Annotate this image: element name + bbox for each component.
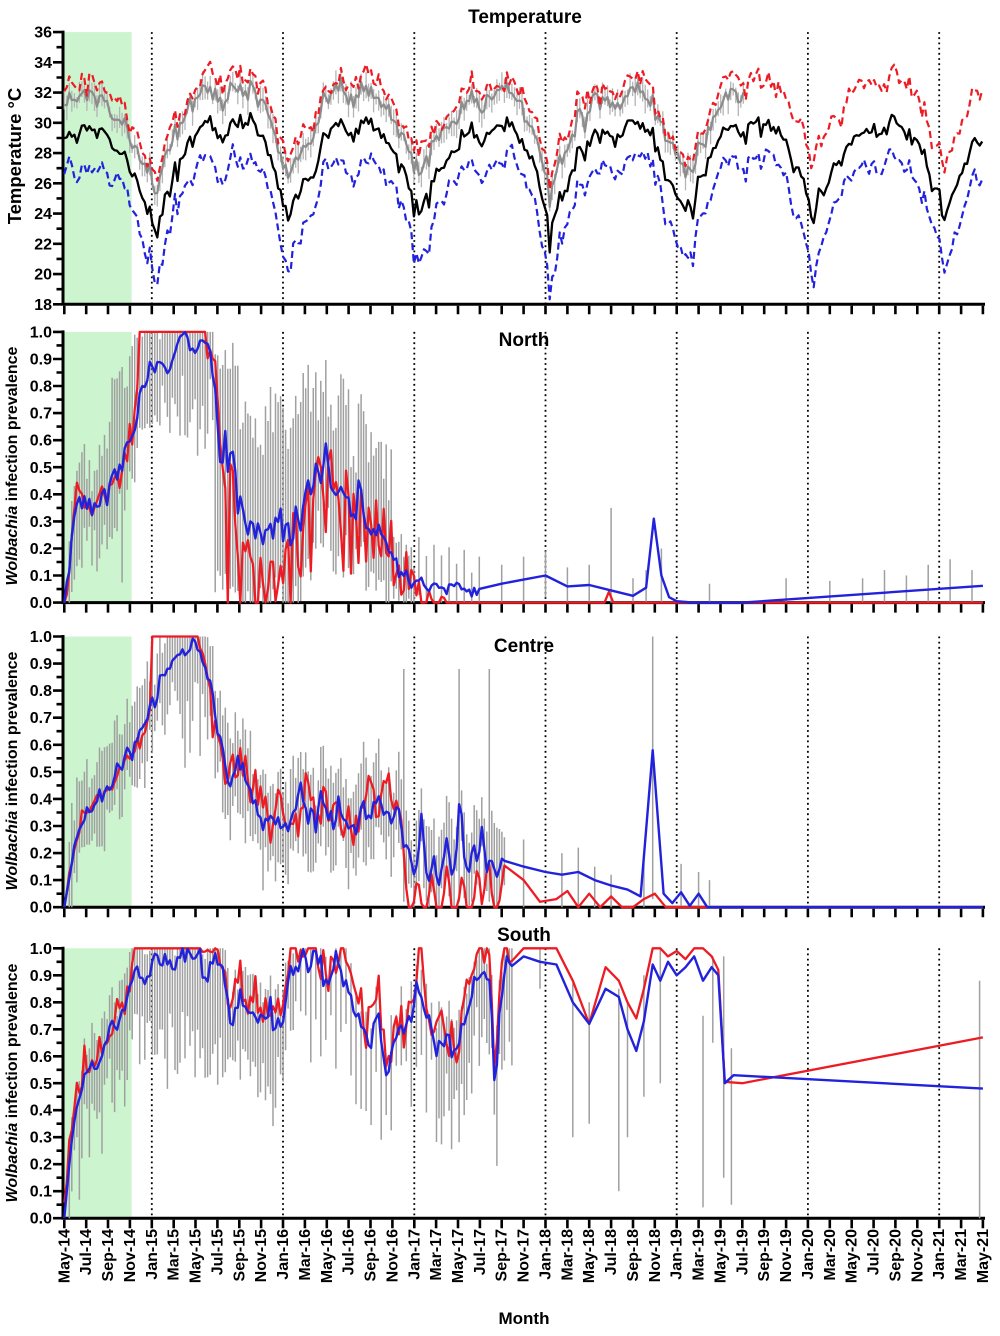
svg-text:Sep-16: Sep-16	[363, 1229, 380, 1282]
svg-text:0.8: 0.8	[30, 379, 52, 396]
svg-text:Wolbachia infection prevalence: Wolbachia infection prevalence	[4, 346, 21, 585]
svg-text:Mar-16: Mar-16	[297, 1229, 314, 1281]
svg-text:0.5: 0.5	[30, 460, 52, 477]
svg-text:0.4: 0.4	[30, 1103, 52, 1120]
svg-text:May-21: May-21	[975, 1229, 992, 1283]
svg-text:Sep-19: Sep-19	[756, 1229, 773, 1282]
svg-text:0.2: 0.2	[30, 846, 52, 863]
svg-text:Mar-17: Mar-17	[428, 1229, 445, 1281]
svg-text:0.3: 0.3	[30, 819, 52, 836]
svg-text:Nov-17: Nov-17	[516, 1229, 533, 1282]
svg-text:0.0: 0.0	[30, 595, 52, 612]
svg-text:0.4: 0.4	[30, 487, 52, 504]
svg-text:Jan-20: Jan-20	[800, 1229, 817, 1280]
svg-text:May-19: May-19	[713, 1229, 730, 1283]
svg-text:Mar-20: Mar-20	[822, 1229, 839, 1281]
svg-text:South: South	[497, 925, 551, 946]
svg-text:1.0: 1.0	[30, 941, 52, 958]
svg-text:0.0: 0.0	[30, 900, 52, 917]
svg-text:Jan-15: Jan-15	[144, 1229, 161, 1280]
svg-text:North: North	[499, 330, 550, 351]
svg-text:0.2: 0.2	[30, 1157, 52, 1174]
svg-text:May-15: May-15	[188, 1229, 205, 1283]
svg-text:Month: Month	[499, 1309, 550, 1328]
svg-text:0.6: 0.6	[30, 737, 52, 754]
svg-text:30: 30	[34, 115, 52, 132]
svg-text:May-16: May-16	[319, 1229, 336, 1283]
svg-text:Jul-18: Jul-18	[603, 1229, 620, 1275]
svg-text:Nov-16: Nov-16	[384, 1229, 401, 1282]
svg-text:1.0: 1.0	[30, 629, 52, 646]
svg-text:20: 20	[34, 267, 52, 284]
svg-text:0.9: 0.9	[30, 968, 52, 985]
svg-text:Sep-15: Sep-15	[231, 1229, 248, 1282]
svg-text:0.2: 0.2	[30, 541, 52, 558]
svg-text:0.6: 0.6	[30, 1049, 52, 1066]
svg-text:0.3: 0.3	[30, 514, 52, 531]
svg-text:0.3: 0.3	[30, 1130, 52, 1147]
svg-text:Jan-16: Jan-16	[275, 1229, 292, 1280]
svg-text:Nov-18: Nov-18	[647, 1229, 664, 1282]
svg-text:0.1: 0.1	[30, 568, 52, 585]
svg-text:1.0: 1.0	[30, 324, 52, 341]
svg-text:0.5: 0.5	[30, 764, 52, 781]
svg-text:0.1: 0.1	[30, 1184, 52, 1201]
svg-text:Wolbachia infection prevalence: Wolbachia infection prevalence	[4, 963, 21, 1202]
svg-text:22: 22	[34, 236, 52, 253]
svg-text:Jul-16: Jul-16	[341, 1229, 358, 1275]
svg-text:Mar-19: Mar-19	[691, 1229, 708, 1281]
svg-text:Mar-15: Mar-15	[166, 1229, 183, 1281]
svg-text:0.7: 0.7	[30, 406, 52, 423]
svg-text:0.5: 0.5	[30, 1076, 52, 1093]
svg-text:0.7: 0.7	[30, 1022, 52, 1039]
svg-text:Temperature °C: Temperature °C	[4, 88, 25, 225]
svg-text:34: 34	[34, 55, 52, 72]
svg-text:26: 26	[34, 176, 52, 193]
svg-text:Jan-18: Jan-18	[538, 1229, 555, 1280]
svg-text:28: 28	[34, 146, 52, 163]
svg-text:0.8: 0.8	[30, 995, 52, 1012]
svg-text:Jan-19: Jan-19	[669, 1229, 686, 1280]
svg-text:Sep-14: Sep-14	[100, 1229, 117, 1282]
svg-text:Wolbachia infection prevalence: Wolbachia infection prevalence	[4, 651, 21, 890]
svg-text:Jan-17: Jan-17	[406, 1229, 423, 1280]
svg-text:24: 24	[34, 206, 52, 223]
svg-text:May-14: May-14	[56, 1229, 73, 1283]
svg-text:May-20: May-20	[844, 1229, 861, 1283]
svg-text:0.1: 0.1	[30, 873, 52, 890]
svg-text:Nov-19: Nov-19	[778, 1229, 795, 1282]
svg-text:Jul-19: Jul-19	[734, 1229, 751, 1275]
svg-text:0.9: 0.9	[30, 656, 52, 673]
svg-text:Nov-15: Nov-15	[253, 1229, 270, 1282]
svg-text:0.9: 0.9	[30, 352, 52, 369]
svg-text:Mar-21: Mar-21	[953, 1229, 970, 1281]
svg-text:0.4: 0.4	[30, 791, 52, 808]
svg-text:0.8: 0.8	[30, 683, 52, 700]
svg-text:0.7: 0.7	[30, 710, 52, 727]
svg-text:Jul-15: Jul-15	[209, 1229, 226, 1275]
svg-text:May-17: May-17	[450, 1229, 467, 1283]
svg-text:May-18: May-18	[581, 1229, 598, 1283]
svg-text:Sep-20: Sep-20	[887, 1229, 904, 1282]
svg-text:Nov-20: Nov-20	[909, 1229, 926, 1282]
svg-text:18: 18	[34, 297, 52, 314]
svg-text:Jul-14: Jul-14	[78, 1229, 95, 1275]
svg-text:Nov-14: Nov-14	[122, 1229, 139, 1282]
svg-text:Jul-17: Jul-17	[472, 1229, 489, 1275]
svg-text:Sep-17: Sep-17	[494, 1229, 511, 1282]
svg-text:Temperature: Temperature	[468, 7, 582, 28]
svg-text:Jan-21: Jan-21	[931, 1229, 948, 1280]
svg-text:36: 36	[34, 25, 52, 42]
svg-text:Centre: Centre	[494, 636, 554, 657]
svg-text:0.0: 0.0	[30, 1211, 52, 1228]
svg-text:0.6: 0.6	[30, 433, 52, 450]
svg-text:Mar-18: Mar-18	[559, 1229, 576, 1281]
svg-text:32: 32	[34, 85, 52, 102]
svg-text:Sep-18: Sep-18	[625, 1229, 642, 1282]
svg-text:Jul-20: Jul-20	[866, 1229, 883, 1275]
